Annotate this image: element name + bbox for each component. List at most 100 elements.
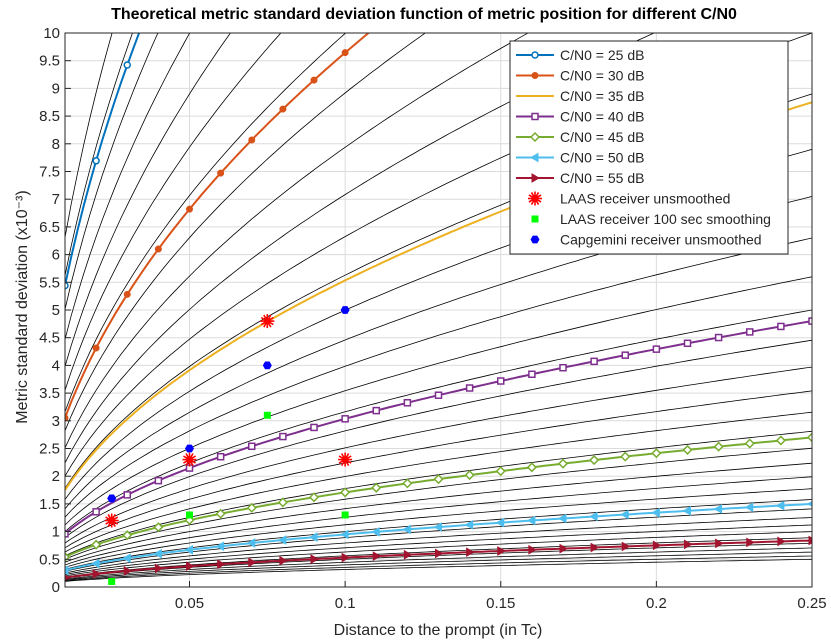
- series-point: [310, 76, 318, 84]
- series-point: [215, 508, 226, 519]
- series-point: [310, 423, 318, 432]
- series-point: [433, 474, 444, 485]
- legend-marker: [531, 112, 539, 121]
- series-point: [715, 538, 724, 549]
- background-curve: [65, 33, 347, 413]
- series-point: [746, 537, 755, 548]
- series-point: [528, 544, 537, 555]
- background-curve: [65, 33, 529, 449]
- series-point: [246, 502, 257, 513]
- series-point: [590, 357, 598, 366]
- legend-label: C/N0 = 50 dB: [560, 150, 644, 166]
- y-tick-label: 9.5: [39, 53, 60, 70]
- series-point: [589, 511, 598, 522]
- legend-label: Capgemini receiver unsmoothed: [560, 232, 762, 248]
- series-point: [65, 565, 69, 576]
- series-point: [403, 399, 412, 407]
- legend-marker: [531, 173, 541, 183]
- legend-label: C/N0 = 30 dB: [560, 68, 644, 84]
- series-point: [246, 538, 256, 548]
- background-curve: [65, 558, 812, 582]
- legend-marker: [531, 215, 539, 223]
- series-point: [217, 169, 225, 177]
- x-tick-label: 0.1: [335, 595, 356, 612]
- y-tick-label: 7.5: [39, 164, 60, 181]
- y-tick-label: 0.5: [39, 551, 60, 568]
- series-point: [91, 539, 102, 550]
- series-point: [651, 507, 660, 518]
- series-point: [186, 561, 195, 572]
- measurement-point: [260, 314, 275, 329]
- series-point: [434, 391, 443, 399]
- measurement-point: [107, 494, 117, 503]
- series-point: [92, 568, 102, 579]
- series-point: [652, 540, 662, 551]
- x-tick-label: 0.25: [797, 595, 826, 612]
- legend-label: C/N0 = 45 dB: [560, 129, 644, 145]
- legend-marker: [529, 131, 541, 143]
- background-curve: [65, 517, 812, 574]
- series-point: [526, 462, 537, 473]
- series-point: [775, 435, 786, 446]
- measurement-point: [340, 306, 350, 314]
- background-curve: [65, 339, 812, 538]
- measurement-point: [108, 577, 116, 585]
- series-point: [154, 563, 164, 574]
- series-point: [122, 530, 133, 541]
- series-point: [746, 328, 754, 336]
- background-curve: [65, 476, 812, 566]
- background-curve: [65, 33, 426, 431]
- legend-label: C/N0 = 55 dB: [560, 170, 644, 186]
- y-axis-label: Metric standard deviation (x10⁻³): [14, 190, 31, 423]
- legend-marker: [529, 152, 539, 163]
- series-point: [557, 513, 567, 524]
- series-point: [590, 542, 600, 553]
- series-point: [683, 339, 692, 348]
- series-point: [466, 547, 475, 558]
- series-point: [402, 478, 413, 489]
- background-curve: [65, 462, 812, 563]
- series-point: [777, 322, 785, 331]
- x-tick-label: 0.05: [175, 595, 204, 612]
- series-point: [279, 432, 287, 441]
- background-curve: [65, 276, 812, 526]
- series-point: [279, 105, 287, 113]
- series-point: [216, 452, 225, 461]
- chart-title: Theoretical metric standard deviation fu…: [111, 6, 737, 23]
- series-point: [186, 205, 193, 213]
- series-point: [248, 136, 256, 144]
- legend: C/N0 = 25 dB C/N0 = 30 dB C/N0 = 35 dB C/N0…: [509, 40, 789, 255]
- series-point: [402, 524, 411, 535]
- series-point: [248, 557, 257, 568]
- series-point: [464, 519, 474, 530]
- series-point: [775, 500, 785, 511]
- measurement-point: [104, 513, 119, 528]
- y-tick-label: 10: [43, 25, 60, 42]
- background-curve: [65, 366, 812, 544]
- series-point: [621, 351, 629, 359]
- series-point: [248, 442, 256, 451]
- measurement-point: [185, 444, 194, 453]
- legend-label: C/N0 = 25 dB: [560, 47, 644, 63]
- series-point: [123, 566, 133, 576]
- series-point: [372, 406, 380, 415]
- background-curve: [65, 33, 231, 367]
- series-point: [806, 432, 812, 443]
- series-point: [744, 502, 754, 513]
- y-tick-label: 6.5: [39, 219, 60, 236]
- background-curve: [65, 411, 812, 553]
- legend-label: C/N0 = 40 dB: [560, 109, 644, 125]
- measurement-point: [186, 511, 193, 519]
- y-tick-label: 8.5: [39, 108, 60, 125]
- series-point: [123, 61, 131, 69]
- series-point: [215, 541, 225, 552]
- series-point: [682, 444, 693, 455]
- y-tick-label: 5.5: [39, 274, 60, 291]
- y-tick-label: 7: [52, 191, 60, 208]
- y-axis-ticks: 0 0.5 1 1.5 2 2.5 3 3.5 4 4.5 5 5.5 6 6.5 7 7.5 8 8.5 9 9.5…: [39, 25, 71, 596]
- series-point: [154, 245, 162, 253]
- series-point: [435, 548, 444, 559]
- series-line: [65, 320, 812, 535]
- measurement-point: [182, 452, 197, 467]
